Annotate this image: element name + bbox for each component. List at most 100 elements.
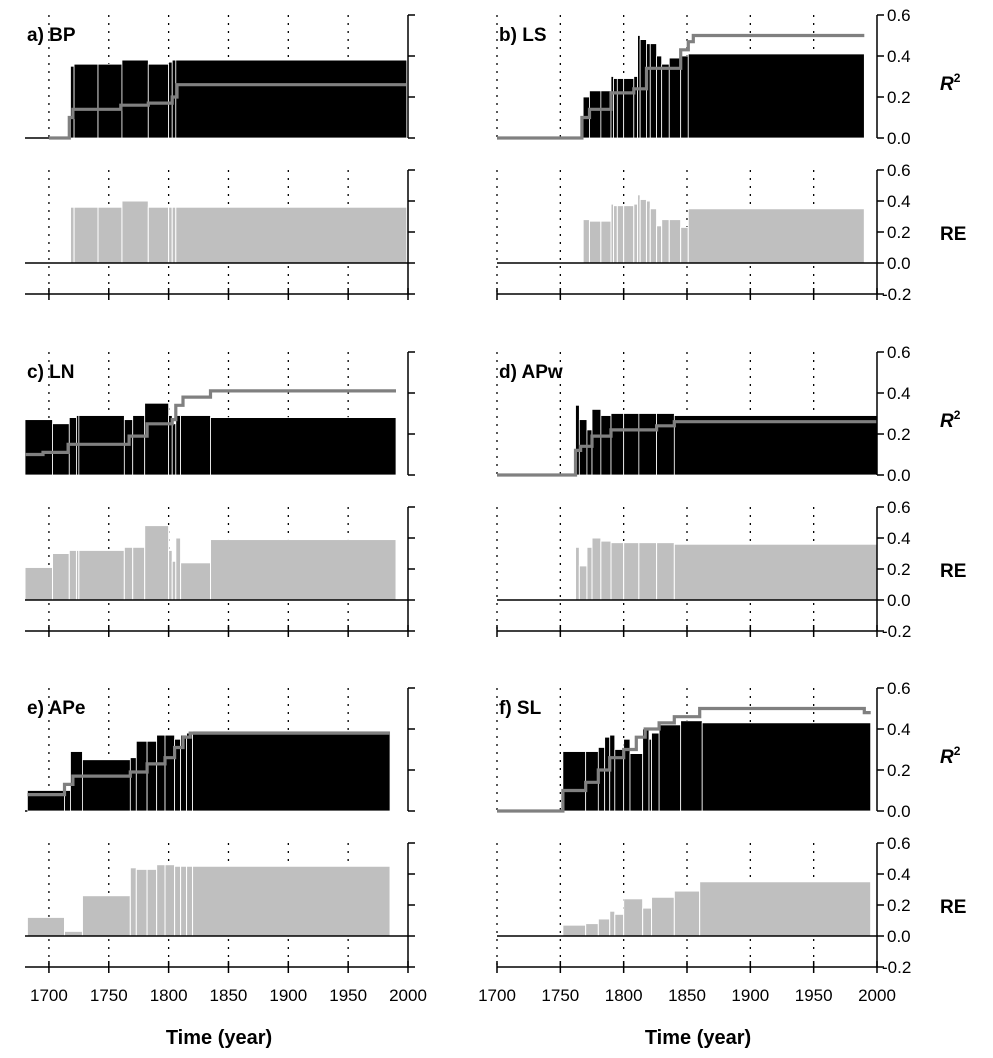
- r2-bar: [68, 417, 77, 476]
- re-bar: [175, 537, 182, 601]
- panel-4: 0.6 0.4 0.2 0.0 0.6 0.4 0.2 0.0 -0.2 d) APw R2 RE: [496, 343, 966, 641]
- re-bar: [661, 219, 670, 264]
- re-bar: [78, 549, 125, 601]
- x-tick-label: 1700: [478, 986, 516, 1005]
- r2-bar: [180, 415, 211, 476]
- re-bar: [673, 543, 878, 601]
- r2-tick-label: 0.6: [887, 679, 911, 698]
- r2-tick-label: 0.6: [887, 343, 911, 362]
- x-axis-right: Time (year) 1700 1750 1800 1850 1900 1950 2000: [478, 986, 896, 1049]
- r2-step-line: [48, 83, 407, 140]
- r2-step-line: [497, 33, 865, 140]
- re-bar: [585, 923, 599, 937]
- re-bar: [147, 206, 170, 264]
- x-tick-label: 1750: [541, 986, 579, 1005]
- re-bar: [132, 546, 146, 601]
- x-tick-label: 1800: [605, 986, 643, 1005]
- re-bar: [639, 198, 647, 264]
- re-bar: [616, 205, 625, 264]
- re-tick-label: 0.6: [887, 161, 911, 180]
- r2-bar: [589, 90, 602, 139]
- re-bar: [597, 918, 611, 937]
- panel-label: d) APw: [499, 362, 563, 383]
- re-bar: [123, 546, 134, 601]
- re-bar: [129, 867, 137, 937]
- re-bar: [24, 566, 54, 601]
- re-tick-label: 0.0: [887, 591, 911, 610]
- re-bar: [73, 206, 99, 264]
- r2-bar: [135, 740, 148, 812]
- r2-tick-label: 0.0: [887, 129, 911, 148]
- r2-bar: [147, 63, 170, 139]
- r2-step-line: [497, 420, 877, 477]
- r2-bar: [701, 722, 872, 812]
- re-bar: [610, 542, 625, 601]
- panel-label: a) BP: [27, 25, 76, 46]
- re-bar: [168, 549, 173, 601]
- r2-bar: [673, 415, 878, 476]
- re-tick-label: 0.2: [887, 223, 911, 242]
- r2-axis-label: R2: [940, 408, 961, 432]
- r2-bar: [668, 57, 682, 139]
- x-tick-label: 1700: [30, 986, 68, 1005]
- re-bar: [174, 865, 182, 937]
- r2-bar: [144, 402, 170, 476]
- re-bar: [180, 562, 212, 601]
- r2-bar: [123, 419, 134, 476]
- re-axis-label: RE: [940, 897, 966, 918]
- re-tick-label: 0.6: [887, 834, 911, 853]
- r2-bar: [616, 78, 625, 139]
- re-bar: [575, 546, 580, 601]
- r2-bar: [613, 78, 618, 139]
- panel-5: e) APe: [25, 687, 415, 973]
- r2-bar: [661, 63, 670, 139]
- re-tick-label: -0.2: [882, 958, 911, 977]
- r2-tick-label: 0.4: [887, 384, 911, 403]
- r2-tick-label: 0.0: [887, 466, 911, 485]
- r2-bar: [649, 43, 657, 139]
- re-bar: [186, 865, 194, 937]
- x-tick-label: 1900: [731, 986, 769, 1005]
- r2-bar: [192, 730, 391, 812]
- x-tick-label: 1950: [795, 986, 833, 1005]
- r2-tick-label: 0.2: [887, 425, 911, 444]
- r2-bar: [146, 740, 158, 812]
- r2-bar: [633, 76, 638, 139]
- re-bar: [97, 206, 123, 264]
- re-bar: [164, 864, 176, 937]
- re-bar: [614, 913, 625, 937]
- x-tick-label: 1950: [329, 986, 367, 1005]
- re-tick-label: 0.4: [887, 865, 911, 884]
- re-axis-label: RE: [940, 561, 966, 582]
- r2-bar: [121, 59, 149, 139]
- r2-bar: [186, 732, 193, 812]
- re-bar: [156, 864, 166, 937]
- r2-axis-label-sup: 2: [954, 408, 961, 422]
- r2-bar: [651, 732, 660, 812]
- re-bar: [582, 219, 590, 264]
- re-bar: [656, 542, 675, 601]
- r2-bar: [73, 63, 99, 139]
- r2-bar: [658, 724, 682, 812]
- re-tick-label: -0.2: [882, 285, 911, 304]
- re-tick-label: 0.6: [887, 498, 911, 517]
- re-bar: [687, 208, 865, 264]
- r2-step-line: [497, 706, 871, 813]
- re-bar: [656, 225, 663, 264]
- re-bar: [600, 540, 612, 601]
- re-bar: [210, 539, 397, 601]
- r2-bar: [629, 753, 644, 812]
- re-bar: [562, 924, 587, 937]
- x-tick-label: 1800: [150, 986, 188, 1005]
- re-bar: [69, 206, 75, 264]
- panel-6: 0.6 0.4 0.2 0.0 0.6 0.4 0.2 0.0 -0.2 f) SL R2 RE: [496, 679, 966, 977]
- r2-axis-label: R2: [940, 744, 961, 768]
- panels-layer: a) BP 0.6 0.4 0.2 0.0 0.6 0.4 0.2 0.0 -0.2 b) LS R2…: [24, 6, 966, 977]
- re-bar: [680, 226, 689, 264]
- r2-bar: [623, 413, 640, 476]
- r2-bar: [210, 417, 397, 476]
- panel-label: b) LS: [499, 25, 547, 46]
- re-bar: [591, 537, 602, 601]
- re-bar: [645, 200, 651, 264]
- x-tick-label: 1900: [269, 986, 307, 1005]
